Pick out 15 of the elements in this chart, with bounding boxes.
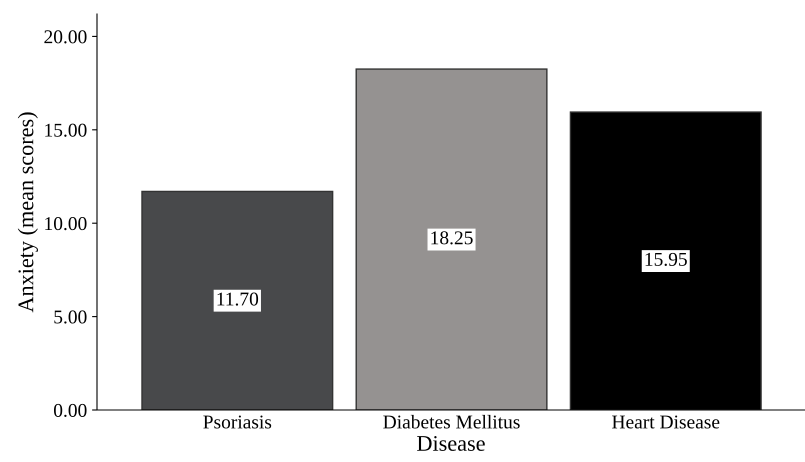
bar <box>356 68 548 410</box>
y-tick-label: 5.00 <box>54 310 87 324</box>
x-tick-label: Psoriasis <box>203 415 272 429</box>
y-axis-title: Anxiety (mean scores) <box>18 112 38 312</box>
y-tick-label: 20.00 <box>44 30 87 44</box>
bar <box>141 190 334 410</box>
data-label: 18.25 <box>431 231 473 245</box>
y-tick-label: 10.00 <box>45 217 87 230</box>
y-tick-label: 0.00 <box>54 404 87 418</box>
y-tick-label: 15.00 <box>45 124 87 137</box>
x-tick-label: Heart Disease <box>612 415 720 429</box>
data-label: 15.95 <box>646 252 687 266</box>
x-axis-title: Disease <box>417 436 485 451</box>
x-tick-label: Diabetes Mellitus <box>383 414 520 429</box>
data-label: 11.70 <box>218 292 258 306</box>
